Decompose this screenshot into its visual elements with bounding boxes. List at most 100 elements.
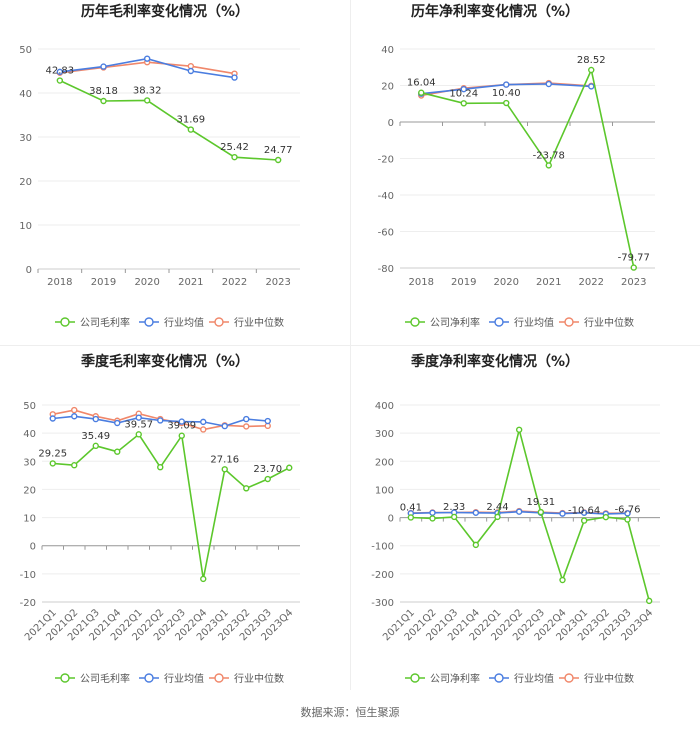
x-tick-label: 2021 [536,277,561,288]
data-label: 10.24 [449,88,478,99]
legend-swatch-marker [214,317,224,327]
data-point-company [200,575,207,583]
data-point-ind_avg [92,415,99,423]
y-tick-label: 20 [19,177,32,188]
series-line-company [52,433,290,580]
data-point-ind_avg [49,415,56,422]
x-tick-label: 2020 [494,277,519,288]
chart-panel-1: 历年毛利率变化情况（%） 0 10 20 30 40 50 2018 2019 2020 2021 2… [19,3,300,329]
data-label: 16.04 [407,78,436,89]
y-tick-label: -100 [371,542,394,553]
data-point-ind_avg [100,63,107,70]
data-point-company [135,431,142,438]
data-point-ind_avg [429,509,436,516]
data-point-company [71,462,78,469]
legend-swatch-marker [144,673,154,683]
data-point-ind_avg [200,418,207,426]
data-label: 38.18 [89,86,118,97]
chart-title: 季度净利率变化情况（%） [410,353,579,370]
x-tick-label: 2023 [621,277,646,288]
data-point-company [157,463,164,471]
y-tick-label: 0 [30,542,36,553]
data-point-company [231,153,238,161]
data-label: 10.40 [492,88,521,99]
legend-swatch-marker [494,317,504,327]
legend-item-ind_med: 行业中位数 [209,672,284,685]
data-label: 31.69 [177,115,206,126]
chart-panel-3: 季度毛利率变化情况（%）-20-10010203040502021Q12021Q… [20,353,300,685]
data-source-note: 数据来源：恒生聚源 [300,706,400,719]
data-point-company [286,464,293,471]
legend-swatch-marker [564,317,574,327]
data-point-ind_avg [243,415,250,423]
data-point-ind_avg [559,510,566,517]
data-label: 2.33 [443,502,465,513]
data-label: -79.77 [618,253,650,264]
legend-swatch-marker [60,317,70,327]
y-tick-label: 30 [19,133,32,144]
data-point-company [450,513,458,521]
data-point-company [602,513,610,521]
y-tick-label: -20 [20,598,36,609]
data-point-company [494,513,501,521]
legend-item-company: 公司毛利率 [55,672,130,685]
data-point-company [49,460,56,467]
y-tick-label: 40 [23,429,36,440]
data-label: 29.25 [38,448,67,459]
data-point-ind_med [71,406,78,414]
data-point-ind_avg [231,74,238,81]
data-point-company [178,432,185,439]
legend-swatch-marker [564,673,574,683]
legend-label: 公司净利率 [430,672,480,685]
data-point-company [114,448,121,455]
data-point-company [407,514,415,521]
data-label: 25.42 [220,142,249,153]
y-tick-label: 400 [375,401,394,412]
legend-swatch-marker [144,317,154,327]
legend-label: 行业均值 [514,672,554,685]
legend-label: 行业中位数 [584,672,634,685]
horizontal-divider [0,345,700,346]
y-tick-label: -10 [20,570,36,581]
data-point-company [100,97,107,105]
y-tick-label: 10 [23,514,36,525]
y-tick-label: 20 [381,82,394,93]
data-label: 24.77 [264,145,293,156]
legend-label: 行业中位数 [234,672,284,685]
data-point-company [187,126,195,133]
data-label: 19.31 [527,497,556,508]
legend-item-ind_avg: 行业均值 [489,672,554,685]
x-tick-label: 2018 [47,277,72,288]
y-tick-label: 50 [19,45,32,56]
data-point-company [537,508,545,516]
legend-item-ind_med: 行业中位数 [209,316,284,329]
series-line-company [410,429,650,602]
legend-item-ind_avg: 行业均值 [139,316,204,329]
data-point-company [243,485,250,492]
series-line-company [421,67,635,268]
legend-swatch-marker [60,673,70,683]
data-point-company [515,426,523,433]
y-tick-label: -300 [371,598,394,609]
legend-label: 公司毛利率 [80,316,130,329]
y-tick-label: 10 [19,221,32,232]
x-tick-label: 2023 [265,277,290,288]
data-point-company [503,99,510,107]
y-tick-label: 40 [381,45,394,56]
y-tick-label: 100 [375,485,394,496]
legend-item-ind_med: 行业中位数 [559,316,634,329]
data-point-company [588,66,595,74]
legend-label: 公司净利率 [430,316,480,329]
data-point-ind_avg [135,414,142,421]
legend-item-company: 公司毛利率 [55,316,130,329]
data-point-ind_avg [178,418,185,425]
data-point-ind_avg [114,419,121,427]
data-point-company [624,516,631,523]
data-label: -10.64 [568,506,600,517]
data-label: 2.44 [486,502,508,513]
data-label: 35.49 [81,431,110,442]
legend-item-ind_avg: 行业均值 [489,316,554,329]
x-tick-label: 2018 [409,277,434,288]
